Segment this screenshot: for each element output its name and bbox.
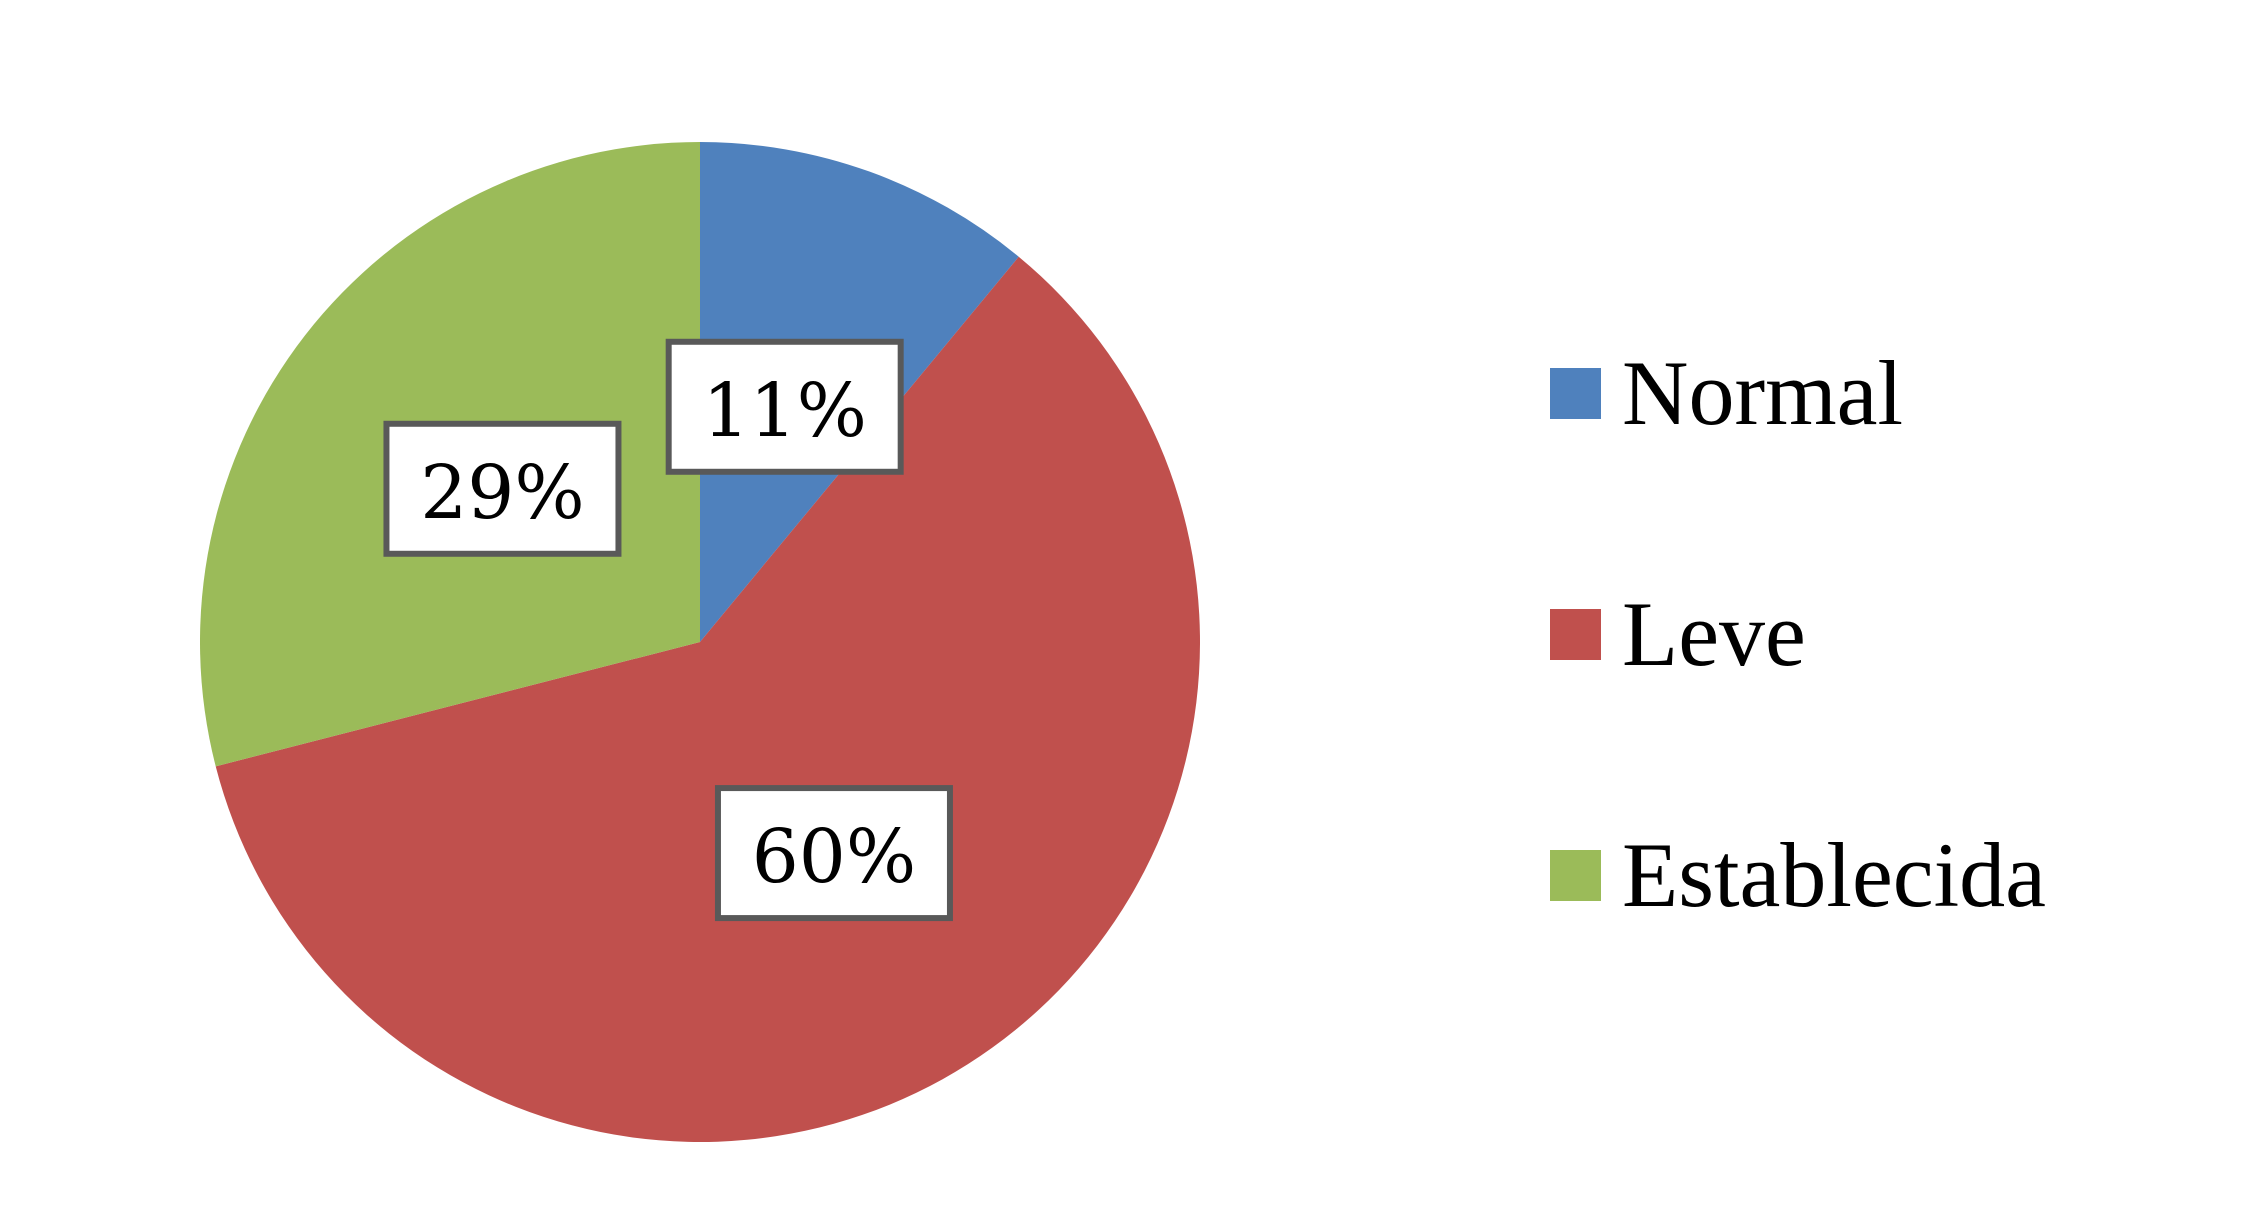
- legend-swatch: [1550, 850, 1601, 901]
- legend-swatch: [1550, 368, 1601, 419]
- data-label-box: [665, 338, 904, 475]
- data-label: 29%: [420, 450, 584, 536]
- data-label: 60%: [752, 814, 916, 900]
- pie-slice: [215, 256, 1200, 1142]
- data-label-box: [383, 420, 622, 557]
- data-label-box: [714, 785, 953, 922]
- legend-swatch: [1550, 609, 1601, 660]
- data-label: 11%: [702, 368, 866, 454]
- legend-label: Leve: [1622, 583, 1806, 685]
- legend-label: Normal: [1622, 342, 1903, 444]
- legend-label: Establecida: [1622, 824, 2046, 926]
